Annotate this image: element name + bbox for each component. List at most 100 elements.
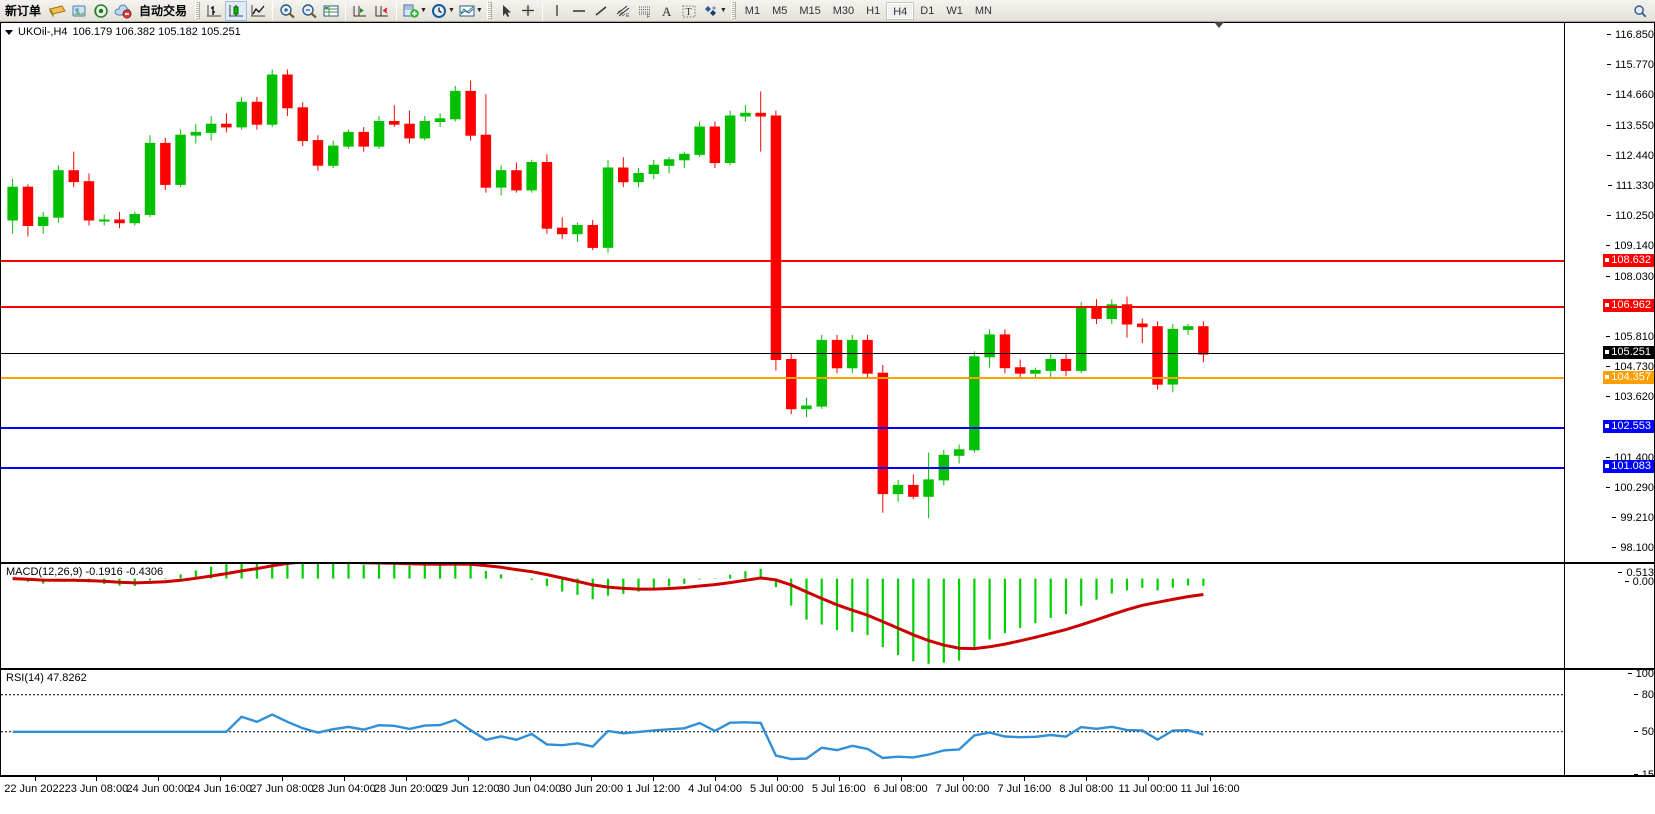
time-axis[interactable]: 22 Jun 2022 23 Jun 08:00 24 Jun 00:00 24 Ju… xyxy=(0,776,1655,814)
time-label: 24 Jun 00:00 xyxy=(126,783,191,795)
time-label: 5 Jul 16:00 xyxy=(811,783,866,795)
signals-icon[interactable] xyxy=(90,1,112,21)
rsi-pane[interactable]: RSI(14) 47.8262 100 80 50 15 xyxy=(0,669,1655,781)
price-tag-resistance-1[interactable]: 108.632 xyxy=(1603,253,1654,267)
autotrading-button[interactable]: 自动交易 xyxy=(134,1,192,21)
tab-timeframe-mn[interactable]: MN xyxy=(974,4,992,17)
horizontal-line-icon[interactable] xyxy=(568,1,590,21)
search-icon[interactable] xyxy=(1629,1,1651,21)
tab-timeframe-m1[interactable]: M1 xyxy=(744,4,761,17)
zoom-in-icon[interactable] xyxy=(276,1,298,21)
level-line-support-2[interactable] xyxy=(1,466,1566,469)
time-tick xyxy=(715,777,717,781)
chart-shift-marker[interactable] xyxy=(1214,22,1224,28)
rsi-tick: 80 xyxy=(1633,689,1654,701)
tab-timeframe-d1[interactable]: D1 xyxy=(920,4,935,17)
price-tick: 100.290 xyxy=(1605,483,1654,494)
line-chart-icon[interactable] xyxy=(247,1,269,21)
time-tick xyxy=(220,777,222,781)
time-tick xyxy=(467,777,469,781)
fibonacci-icon[interactable]: F xyxy=(634,1,656,21)
tab-timeframe-w1[interactable]: W1 xyxy=(946,4,963,17)
macd-pane-inner[interactable]: MACD(12,26,9) -0.1916 -0.4306 xyxy=(1,564,1654,668)
shapes-dropdown-arrow[interactable]: ▼ xyxy=(719,7,727,14)
macd-label: MACD(12,26,9) -0.1916 -0.4306 xyxy=(6,566,164,578)
time-tick xyxy=(405,777,407,781)
indicators-icon[interactable] xyxy=(400,1,422,21)
time-tick xyxy=(838,777,840,781)
level-line-pivot[interactable] xyxy=(1,377,1566,380)
symbol-label: UKOil-,H4 xyxy=(18,26,68,38)
collapse-triangle-icon[interactable] xyxy=(5,29,13,35)
price-axis[interactable]: 116.850 115.770 114.660 113.550 112.440 111.3… xyxy=(1564,23,1654,562)
rsi-pane-inner[interactable]: RSI(14) 47.8262 xyxy=(1,670,1654,775)
new-order-button[interactable]: 新订单 xyxy=(0,1,46,21)
time-tick xyxy=(591,777,593,781)
main-toolbar: 新订单 自动交易 xyxy=(0,0,1655,22)
candlestick-chart-icon[interactable] xyxy=(225,0,248,21)
briefcase-icon[interactable] xyxy=(46,1,68,21)
price-pane[interactable]: UKOil-,H4 106.179 106.382 105.182 105.25… xyxy=(0,22,1655,563)
time-tick xyxy=(962,777,964,781)
shift-end-icon[interactable] xyxy=(371,1,393,21)
level-line-resistance-2[interactable] xyxy=(1,305,1566,308)
templates-icon[interactable] xyxy=(456,1,478,21)
autotrading-label: 自动交易 xyxy=(139,4,188,18)
crosshair-icon[interactable] xyxy=(517,1,539,21)
text-icon[interactable]: A xyxy=(656,1,678,21)
time-label: 5 Jul 00:00 xyxy=(749,783,804,795)
time-label: 6 Jul 08:00 xyxy=(873,783,928,795)
price-tick: 105.810 xyxy=(1605,332,1654,343)
price-pane-inner[interactable]: UKOil-,H4 106.179 106.382 105.182 105.25… xyxy=(1,23,1654,562)
level-line-last-price[interactable] xyxy=(1,352,1566,354)
price-tick: 98.100 xyxy=(1611,543,1654,554)
price-tag-resistance-2[interactable]: 106.962 xyxy=(1603,299,1654,313)
macd-tick: 0.00 xyxy=(1624,577,1654,588)
equidistant-channel-icon[interactable]: E xyxy=(612,1,634,21)
autotrading-icon[interactable] xyxy=(112,1,134,21)
toolbar-grip-2[interactable] xyxy=(486,2,492,19)
cursor-icon[interactable] xyxy=(495,1,517,21)
toolbar-grip-1[interactable] xyxy=(195,2,201,19)
svg-text:F: F xyxy=(647,14,650,19)
toolbar-separator-1 xyxy=(272,1,274,20)
indicators-dropdown-arrow[interactable]: ▼ xyxy=(420,7,427,14)
vertical-line-icon[interactable] xyxy=(546,1,568,21)
level-line-support-1[interactable] xyxy=(1,426,1566,429)
chart-canvas[interactable]: UKOil-,H4 106.179 106.382 105.182 105.25… xyxy=(0,22,1655,814)
time-tick xyxy=(900,777,902,781)
time-label: 11 Jul 16:00 xyxy=(1180,783,1240,795)
macd-series xyxy=(12,564,1205,664)
price-tick: 111.330 xyxy=(1607,181,1654,192)
shift-start-icon[interactable] xyxy=(349,1,371,21)
label-icon[interactable]: T xyxy=(678,1,700,21)
time-label: 30 Jun 20:00 xyxy=(559,783,624,795)
price-tag-support-1[interactable]: 102.553 xyxy=(1603,419,1654,433)
price-tag-support-2[interactable]: 101.083 xyxy=(1603,460,1654,474)
zoom-out-icon[interactable] xyxy=(298,1,320,21)
tab-timeframe-m30[interactable]: M30 xyxy=(832,4,855,17)
trendline-icon[interactable] xyxy=(590,1,612,21)
level-line-resistance-1[interactable] xyxy=(1,260,1566,263)
price-tag-last-price[interactable]: 105.251 xyxy=(1603,346,1654,360)
tab-timeframe-h1[interactable]: H1 xyxy=(866,4,881,17)
price-tick: 112.440 xyxy=(1606,151,1654,162)
periods-dropdown-arrow[interactable]: ▼ xyxy=(447,7,455,14)
time-label: 7 Jul 16:00 xyxy=(997,783,1052,795)
tab-timeframe-m5[interactable]: M5 xyxy=(772,4,788,17)
periods-icon[interactable] xyxy=(428,1,450,21)
bar-chart-icon[interactable] xyxy=(203,1,225,21)
time-tick xyxy=(34,777,36,781)
time-label: 22 Jun 2022 xyxy=(4,783,65,795)
price-tag-pivot[interactable]: 104.357 xyxy=(1603,370,1654,384)
time-label: 4 Jul 04:00 xyxy=(688,783,743,795)
data-window-icon[interactable] xyxy=(320,1,342,21)
tab-timeframe-m15[interactable]: M15 xyxy=(799,4,821,17)
shapes-icon[interactable] xyxy=(700,1,722,21)
toolbar-grip-3[interactable] xyxy=(730,2,736,19)
macd-pane[interactable]: MACD(12,26,9) -0.1916 -0.4306 0.5130.00-… xyxy=(0,563,1655,679)
templates-dropdown-arrow[interactable]: ▼ xyxy=(475,7,483,14)
tab-timeframe-h4[interactable]: H4 xyxy=(886,1,915,20)
time-label: 28 Jun 20:00 xyxy=(373,783,438,795)
metaquotes-id-icon[interactable] xyxy=(68,1,90,21)
